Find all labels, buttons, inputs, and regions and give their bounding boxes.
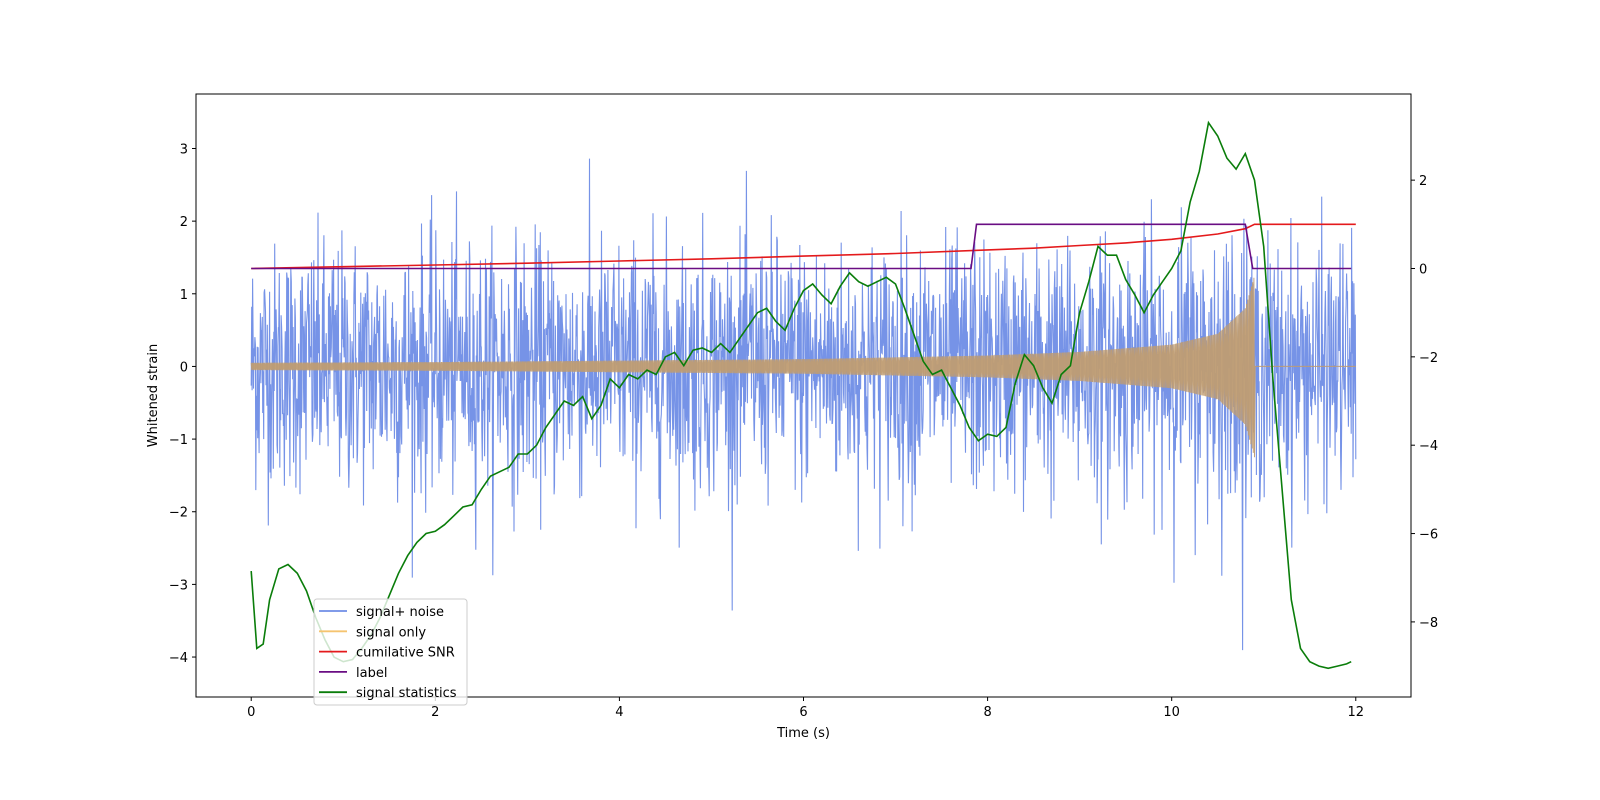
y-axis-right: −8 −6 −4 −2 0 2 — [1411, 174, 1438, 631]
legend-entry-label: signal only — [356, 625, 426, 640]
y-tick-label: −2 — [169, 506, 188, 521]
legend-frame — [313, 598, 468, 706]
x-tick-label: 10 — [1163, 705, 1180, 720]
line-series — [250, 120, 1356, 670]
signal-noise-series — [250, 158, 1357, 651]
signal-statistics-line — [250, 120, 1352, 670]
x-tick-label: 0 — [247, 705, 255, 720]
legend-entry-label: signal statistics — [356, 686, 457, 701]
y2-tick-label: 2 — [1419, 174, 1427, 189]
legend: signal+ noise signal only cumilative SNR la… — [313, 598, 468, 706]
legend-entry-label: cumilative SNR — [356, 646, 455, 661]
x-tick-label: 8 — [983, 705, 991, 720]
x-tick-label: 2 — [431, 705, 439, 720]
y2-tick-label: −2 — [1419, 351, 1438, 366]
y-tick-label: 3 — [180, 142, 188, 157]
y2-tick-label: 0 — [1419, 262, 1427, 277]
x-tick-label: 4 — [615, 705, 623, 720]
y2-tick-label: −8 — [1419, 616, 1438, 631]
y-axis-left: −4 −3 −2 −1 0 1 2 3 — [169, 142, 196, 666]
x-tick-label: 6 — [799, 705, 807, 720]
y-tick-label: 1 — [180, 288, 188, 303]
y-tick-label: −1 — [169, 433, 188, 448]
y2-tick-label: −4 — [1419, 439, 1438, 454]
y-tick-label: 0 — [180, 360, 188, 375]
y-axis-label: Whitened strain — [146, 344, 161, 447]
cumilative-snr-line — [251, 223, 1356, 270]
x-axis-label: Time (s) — [776, 726, 830, 741]
signal-noise-line — [250, 158, 1357, 651]
x-tick-label: 12 — [1347, 705, 1364, 720]
x-axis: 0 2 4 6 8 10 12 — [247, 697, 1364, 720]
y-tick-label: −3 — [169, 578, 188, 593]
signal-only-series — [250, 277, 1356, 458]
legend-entry-label: label — [356, 666, 387, 681]
y2-tick-label: −6 — [1419, 528, 1438, 543]
y-tick-label: 2 — [180, 215, 188, 230]
signal-only-line — [250, 277, 1356, 458]
y-tick-label: −4 — [169, 651, 188, 666]
label-line — [251, 223, 1352, 270]
legend-entry-label: signal+ noise — [356, 605, 444, 620]
